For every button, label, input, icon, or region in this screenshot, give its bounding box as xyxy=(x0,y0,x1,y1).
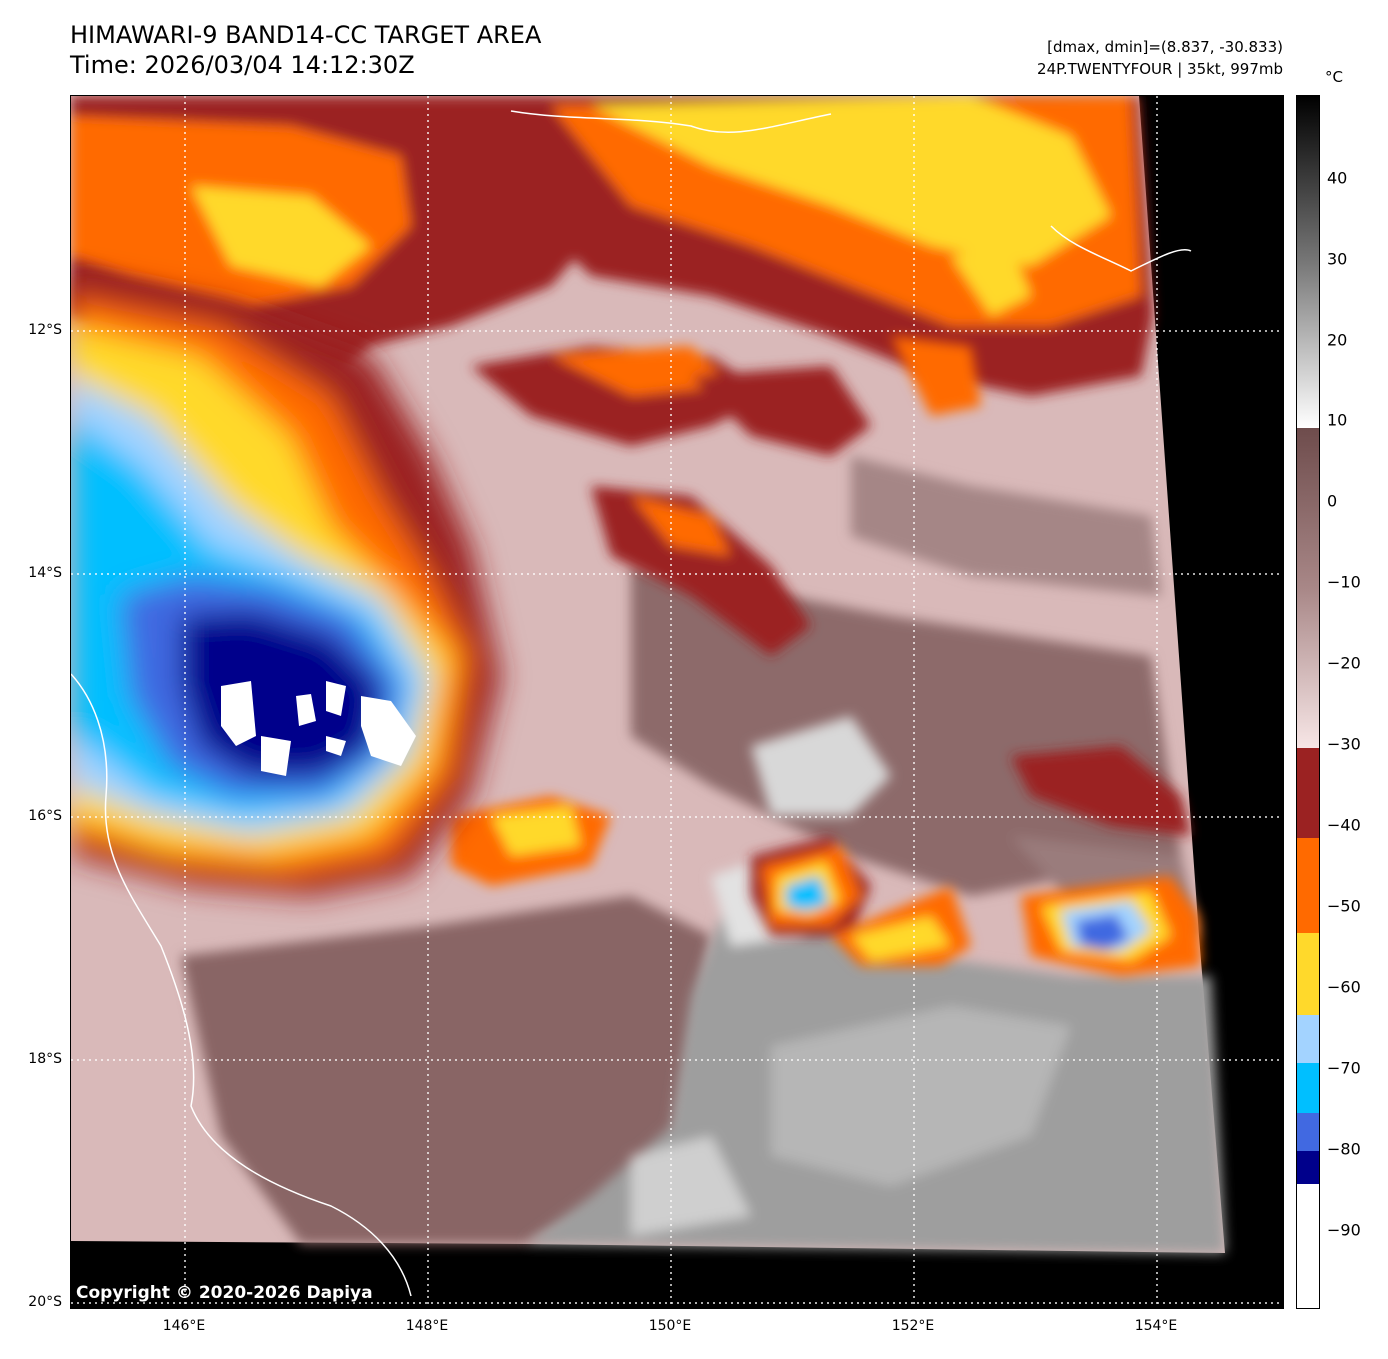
colorbar-tick-30: 30 xyxy=(1327,249,1348,269)
lat-label-16s: 16°S xyxy=(28,808,62,824)
title-line-time: Time: 2026/03/04 14:12:30Z xyxy=(70,51,415,79)
colorbar-tick-minus70: −70 xyxy=(1327,1058,1361,1078)
colorbar-tick-minus20: −20 xyxy=(1327,653,1361,673)
colorbar xyxy=(1296,95,1320,1309)
lon-label-154e: 154°E xyxy=(1134,1318,1178,1334)
lat-label-18s: 18°S xyxy=(28,1051,62,1067)
title-line-product: HIMAWARI-9 BAND14-CC TARGET AREA xyxy=(70,21,542,49)
lon-label-146e: 146°E xyxy=(162,1318,206,1334)
colorbar-tick-10: 10 xyxy=(1327,410,1348,430)
colorbar-tick-20: 20 xyxy=(1327,330,1348,350)
copyright-text: Copyright © 2020-2026 Dapiya xyxy=(76,1283,373,1303)
colorbar-tick-minus80: −80 xyxy=(1327,1139,1361,1159)
satellite-image xyxy=(71,96,1283,1308)
storm-summary-text: 24P.TWENTYFOUR | 35kt, 997mb xyxy=(1037,60,1283,78)
lon-label-150e: 150°E xyxy=(648,1318,692,1334)
lat-label-20s: 20°S xyxy=(28,1294,62,1310)
satellite-map[interactable] xyxy=(70,95,1284,1309)
colorbar-tick-minus90: −90 xyxy=(1327,1220,1361,1240)
data-range-text: [dmax, dmin]=(8.837, -30.833) xyxy=(1047,38,1283,56)
colorbar-tick-minus60: −60 xyxy=(1327,977,1361,997)
coldest-cloud-tops xyxy=(221,681,416,776)
colorbar-tick-minus50: −50 xyxy=(1327,896,1361,916)
colorbar-tick-minus40: −40 xyxy=(1327,815,1361,835)
lon-label-148e: 148°E xyxy=(405,1318,449,1334)
colorbar-tick-minus10: −10 xyxy=(1327,572,1361,592)
colorbar-unit: °C xyxy=(1325,68,1343,86)
lon-label-152e: 152°E xyxy=(891,1318,935,1334)
lat-label-14s: 14°S xyxy=(28,565,62,581)
storm-info: [dmax, dmin]=(8.837, -30.833) 24P.TWENTY… xyxy=(1037,36,1283,80)
coastline xyxy=(71,110,1192,1297)
colorbar-tick-0: 0 xyxy=(1327,491,1338,511)
colorbar-tick-40: 40 xyxy=(1327,168,1348,188)
chart-title: HIMAWARI-9 BAND14-CC TARGET AREA Time: 2… xyxy=(70,20,541,80)
graticule xyxy=(71,96,1283,1308)
colorbar-tick-minus30: −30 xyxy=(1327,734,1361,754)
lat-label-12s: 12°S xyxy=(28,322,62,338)
